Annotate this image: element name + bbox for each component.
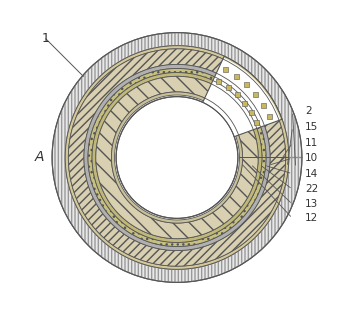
Text: 22: 22 — [305, 184, 318, 194]
PathPatch shape — [68, 49, 286, 266]
Text: A: A — [35, 151, 44, 164]
Text: 13: 13 — [305, 199, 318, 209]
PathPatch shape — [52, 33, 302, 282]
FancyBboxPatch shape — [226, 85, 231, 90]
FancyBboxPatch shape — [242, 100, 247, 106]
PathPatch shape — [92, 72, 262, 243]
Text: 14: 14 — [305, 169, 318, 179]
FancyBboxPatch shape — [253, 92, 258, 97]
PathPatch shape — [96, 76, 258, 239]
FancyBboxPatch shape — [244, 82, 249, 87]
FancyBboxPatch shape — [235, 92, 240, 97]
Text: 15: 15 — [305, 122, 318, 132]
FancyBboxPatch shape — [234, 74, 239, 79]
FancyBboxPatch shape — [254, 120, 259, 125]
Text: 2: 2 — [305, 106, 312, 116]
FancyBboxPatch shape — [267, 114, 272, 119]
FancyBboxPatch shape — [249, 110, 254, 115]
FancyBboxPatch shape — [223, 66, 228, 72]
FancyBboxPatch shape — [216, 79, 221, 84]
PathPatch shape — [88, 69, 266, 246]
PathPatch shape — [84, 65, 270, 250]
Wedge shape — [177, 58, 281, 158]
FancyBboxPatch shape — [261, 103, 266, 108]
Text: 10: 10 — [305, 153, 318, 163]
Text: 12: 12 — [305, 213, 318, 223]
Circle shape — [116, 97, 238, 218]
PathPatch shape — [112, 92, 242, 223]
Text: 11: 11 — [305, 138, 318, 147]
PathPatch shape — [65, 46, 289, 269]
Text: 1: 1 — [42, 32, 50, 45]
